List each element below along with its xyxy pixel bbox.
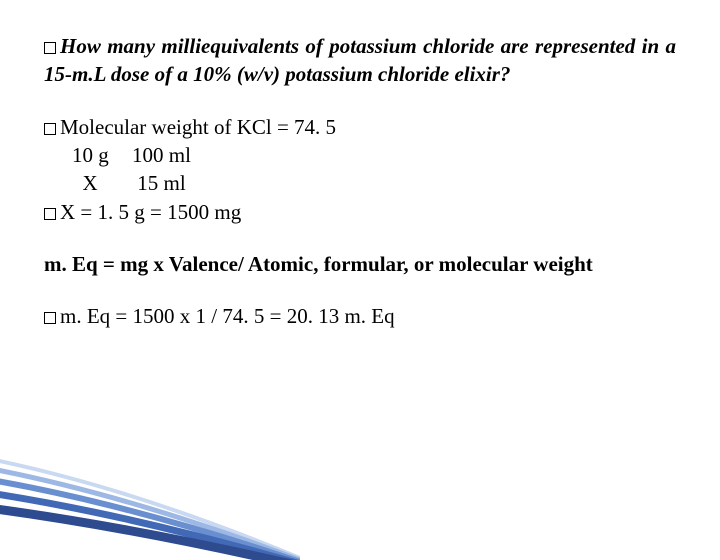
row1-col2: 100 ml [132, 143, 191, 167]
x-prefix: X [60, 200, 75, 224]
question-word: How [60, 34, 101, 58]
x-result-line: X = 1. 5 g = 1500 mg [44, 198, 676, 226]
bullet-icon [44, 123, 56, 135]
row2-col1: X [72, 169, 132, 197]
bullet-icon [44, 42, 56, 54]
mw-line: Molecular weight of KCl = 74. 5 [44, 113, 676, 141]
question-body: many milliequivalents of potassium chlor… [44, 34, 676, 86]
mw-prefix: Molecular [60, 115, 146, 139]
bullet-icon [44, 312, 56, 324]
proportion-row-1: 10 g100 ml [72, 141, 676, 169]
question-text: How many milliequivalents of potassium c… [44, 32, 676, 89]
mw-rest: weight of KCl = 74. 5 [146, 115, 336, 139]
bullet-icon [44, 208, 56, 220]
x-rest: = 1. 5 g = 1500 mg [75, 200, 241, 224]
row1-col1: 10 g [72, 141, 132, 169]
final-result: m. Eq = 1500 x 1 / 74. 5 = 20. 13 m. Eq [44, 302, 676, 330]
solution-block: Molecular weight of KCl = 74. 5 10 g100 … [44, 113, 676, 226]
row2-col2: 15 ml [132, 171, 186, 195]
proportion-block: 10 g100 ml X 15 ml [44, 141, 676, 198]
result-rest: = 1500 x 1 / 74. 5 = 20. 13 m. Eq [110, 304, 394, 328]
decorative-swoosh [0, 440, 300, 560]
result-prefix: m. Eq [60, 304, 110, 328]
proportion-row-2: X 15 ml [72, 169, 676, 197]
formula-text: m. Eq = mg x Valence/ Atomic, formular, … [44, 250, 676, 278]
